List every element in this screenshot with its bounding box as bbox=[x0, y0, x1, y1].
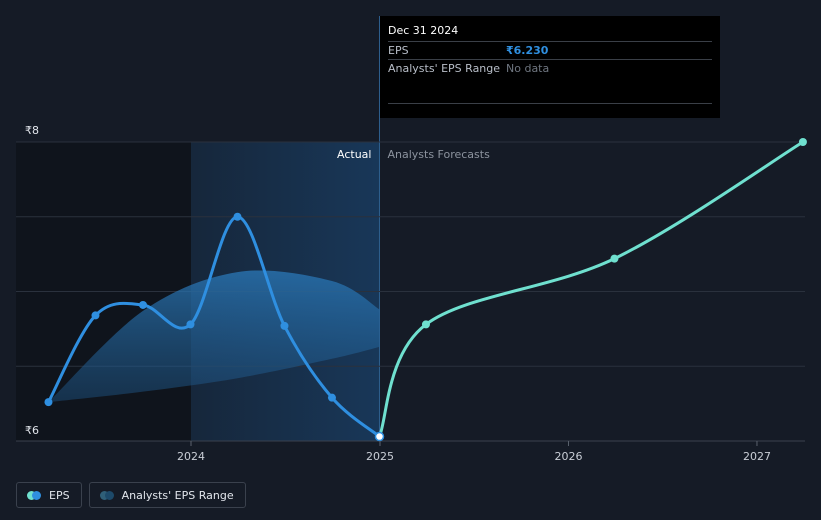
eps-actual-line bbox=[47, 215, 381, 438]
eps-actual-point bbox=[186, 320, 195, 329]
tooltip-eps-label: EPS bbox=[388, 44, 409, 57]
actual-section-label: Actual bbox=[337, 148, 371, 161]
range-legend-icon bbox=[99, 490, 114, 500]
tooltip: Dec 31 2024 EPS ₹6.230 Analysts' EPS Ran… bbox=[380, 16, 720, 118]
y-tick-label: ₹8 bbox=[25, 124, 39, 137]
eps-actual-point bbox=[91, 311, 100, 320]
tooltip-row-range: Analysts' EPS Range No data bbox=[388, 59, 712, 77]
eps-actual-point bbox=[233, 212, 242, 221]
forecast-section-label: Analysts Forecasts bbox=[387, 148, 490, 161]
x-tick-label: 2026 bbox=[554, 450, 582, 463]
x-tick-label: 2025 bbox=[366, 450, 394, 463]
eps-actual-point bbox=[374, 431, 385, 442]
eps-forecast-point bbox=[610, 254, 619, 263]
x-tick-label: 2024 bbox=[177, 450, 205, 463]
tooltip-divider bbox=[388, 103, 712, 104]
tooltip-row-eps: EPS ₹6.230 bbox=[388, 41, 712, 59]
legend-eps-toggle[interactable]: EPS bbox=[16, 482, 82, 508]
legend-range-toggle[interactable]: Analysts' EPS Range bbox=[88, 482, 246, 508]
eps-actual-point bbox=[44, 398, 53, 407]
eps-actual-point bbox=[327, 393, 336, 402]
legend-range-label: Analysts' EPS Range bbox=[121, 488, 234, 502]
tooltip-date: Dec 31 2024 bbox=[388, 24, 459, 37]
tooltip-range-value: No data bbox=[506, 62, 550, 75]
legend-eps-label: EPS bbox=[49, 488, 70, 502]
eps-actual-point bbox=[138, 300, 147, 309]
eps-forecast-point bbox=[421, 320, 430, 329]
tooltip-range-label: Analysts' EPS Range bbox=[388, 62, 501, 75]
analysts-eps-range-band bbox=[48, 270, 380, 403]
eps-legend-icon bbox=[27, 490, 41, 500]
x-tick-label: 2027 bbox=[743, 450, 771, 463]
y-tick-label: ₹6 bbox=[25, 424, 39, 437]
tooltip-eps-value: ₹6.230 bbox=[506, 44, 549, 57]
eps-forecast-point bbox=[798, 138, 807, 146]
eps-forecast-line bbox=[378, 140, 804, 438]
legend: EPS Analysts' EPS Range bbox=[16, 482, 246, 508]
eps-actual-point bbox=[280, 321, 289, 330]
